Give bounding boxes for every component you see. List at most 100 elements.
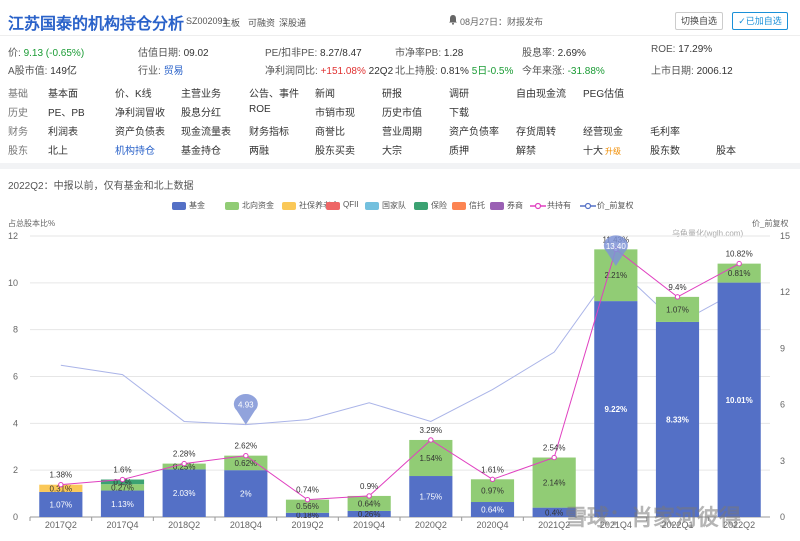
bar-data-label: 0.97% [481, 487, 504, 496]
nav-link[interactable]: 主营业务 [181, 89, 221, 100]
nav-link[interactable]: 自由现金流 [516, 89, 566, 100]
nav-link[interactable]: 市销市现 [315, 108, 355, 119]
total-holding-label: 10.82% [726, 250, 753, 259]
nav-link[interactable]: 资产负债表 [115, 127, 165, 138]
nav-link[interactable]: 股东买卖 [315, 146, 355, 157]
nav-link[interactable]: 基金持仓 [181, 146, 221, 157]
industry-link[interactable]: 贸易 [163, 66, 184, 77]
legend-swatch[interactable] [326, 202, 340, 210]
total-holding-point [428, 437, 434, 443]
bar-data-label: 9.22% [604, 405, 627, 414]
report-notice[interactable]: 08月27日：财报发布 [460, 17, 544, 27]
legend-label[interactable]: 价_前复权 [597, 201, 634, 210]
legend-label[interactable]: 北向资金 [242, 201, 274, 210]
pe-stat: PE/扣非PE: 8.27/8.47 [265, 44, 362, 59]
y-right-tick-label: 6 [780, 400, 785, 410]
legend-label[interactable]: QFII [343, 200, 359, 209]
total-holding-label: 1.61% [481, 465, 504, 474]
legend-label[interactable]: 基金 [189, 201, 205, 210]
nav-link[interactable]: 研报 [382, 89, 402, 100]
bar-segment [594, 301, 638, 517]
bar-data-label: 1.54% [419, 454, 442, 463]
bar-data-label: 2% [240, 490, 252, 499]
nav-link[interactable]: 现金流量表 [181, 127, 231, 138]
nav-link[interactable]: 十大 升级 [583, 146, 621, 157]
y-tick-label: 10 [8, 278, 18, 288]
mcap-stat: A股市值: 149亿 [8, 62, 77, 77]
total-holding-point [181, 460, 187, 467]
chart-subtitle: 2022Q2：中报以前，仅有基金和北上数据 [8, 181, 194, 192]
legend-label[interactable]: 社保养老金 [299, 201, 339, 210]
bar-data-label: 2.14% [543, 479, 566, 488]
bar-data-label: 1.07% [666, 305, 689, 314]
nav-link[interactable]: 股东数 [650, 146, 680, 157]
bar-data-label: 0.56% [296, 502, 319, 511]
page-header: 江苏国泰的机构持仓分析 SZ002091 主板 可融资 深股通 08月27日：财… [0, 0, 800, 36]
legend-swatch[interactable] [414, 202, 428, 210]
total-holding-point [304, 496, 311, 503]
nav-link[interactable]: ROE [249, 104, 271, 115]
legend-swatch[interactable] [282, 202, 296, 210]
nav-link[interactable]: 毛利率 [650, 127, 680, 138]
legend-swatch[interactable] [452, 202, 466, 210]
bar-segment [655, 296, 700, 322]
nav-link[interactable]: 财务指标 [249, 127, 289, 138]
legend-swatch[interactable] [225, 202, 239, 210]
nav-link[interactable]: 历史市值 [382, 108, 422, 119]
profit-growth-label: 净利润同比: [265, 66, 318, 77]
legend-label[interactable]: 保险 [431, 201, 447, 210]
x-tick-label: 2022Q1 [661, 520, 693, 530]
nav-link[interactable]: 营业周期 [382, 127, 422, 138]
mcap-value: 149亿 [50, 66, 77, 77]
nav-category: 基础 [8, 89, 28, 100]
bar-segment [39, 491, 83, 517]
northbound-value: 0.81% [440, 66, 469, 77]
legend-label[interactable]: 国家队 [382, 201, 406, 210]
added-watchlist-button[interactable]: ✓已加自选 [732, 12, 788, 30]
legend-line-swatch[interactable] [580, 202, 596, 210]
price-stat: 价: 9.13 (-0.65%) [8, 44, 84, 59]
nav-link[interactable]: 调研 [449, 89, 469, 100]
nav-link[interactable]: 经营现金 [583, 127, 623, 138]
nav-link[interactable]: 基本面 [48, 89, 78, 100]
nav-link[interactable]: 大宗 [382, 146, 402, 157]
nav-link[interactable]: 股息分红 [181, 108, 221, 119]
nav-link[interactable]: 存货周转 [516, 127, 556, 138]
nav-link[interactable]: 资产负债率 [449, 127, 499, 138]
legend-line-swatch[interactable] [530, 202, 546, 210]
nav-link[interactable]: PEG估值 [583, 89, 625, 100]
nav-link[interactable]: 下载 [449, 108, 469, 119]
listing-date-label: 上市日期: [651, 66, 694, 77]
nav-link[interactable]: 新闻 [315, 89, 335, 100]
nav-row: 财务 利润表 资产负债表 现金流量表 财务指标 商誉比 营业周期 资产负债率 存货周转 经营现金 毛… [0, 120, 800, 139]
nav-link[interactable]: 商誉比 [315, 127, 345, 138]
legend-swatch[interactable] [172, 202, 186, 210]
nav-link[interactable]: 价、K线 [115, 89, 152, 100]
nav-link[interactable]: 股本 [716, 146, 736, 157]
total-holding-label: 9.4% [668, 283, 686, 292]
nav-link[interactable]: 机构持仓 [115, 146, 155, 157]
legend-swatch[interactable] [365, 202, 379, 210]
x-tick-label: 2022Q2 [723, 520, 755, 530]
legend-label[interactable]: 共持有 [547, 201, 571, 210]
nav-link[interactable]: 两融 [249, 146, 269, 157]
profit-growth-period: 22Q2 [368, 66, 394, 77]
nav-link[interactable]: 北上 [48, 146, 68, 157]
nav-link[interactable]: 质押 [449, 146, 469, 157]
nav-link[interactable]: PE、PB [48, 108, 85, 119]
price-marker-pin [603, 235, 628, 266]
valuation-date-stat: 估值日期: 09.02 [138, 44, 209, 59]
switch-watchlist-button[interactable]: 切换自选 [675, 12, 723, 30]
nav-link[interactable]: 净利润冒收 [115, 108, 165, 119]
legend-swatch[interactable] [490, 202, 504, 210]
nav-link[interactable]: 公告、事件 [249, 89, 299, 100]
nav-link[interactable]: 利润表 [48, 127, 78, 138]
nav-category: 股东 [8, 146, 28, 157]
nav-link[interactable]: 解禁 [516, 146, 536, 157]
pb-stat: 市净率PB: 1.28 [395, 44, 463, 59]
listing-date-value: 2006.12 [696, 66, 733, 77]
legend-label[interactable]: 信托 [469, 201, 485, 210]
bar-segment [532, 507, 576, 517]
legend-label[interactable]: 券商 [507, 201, 523, 210]
